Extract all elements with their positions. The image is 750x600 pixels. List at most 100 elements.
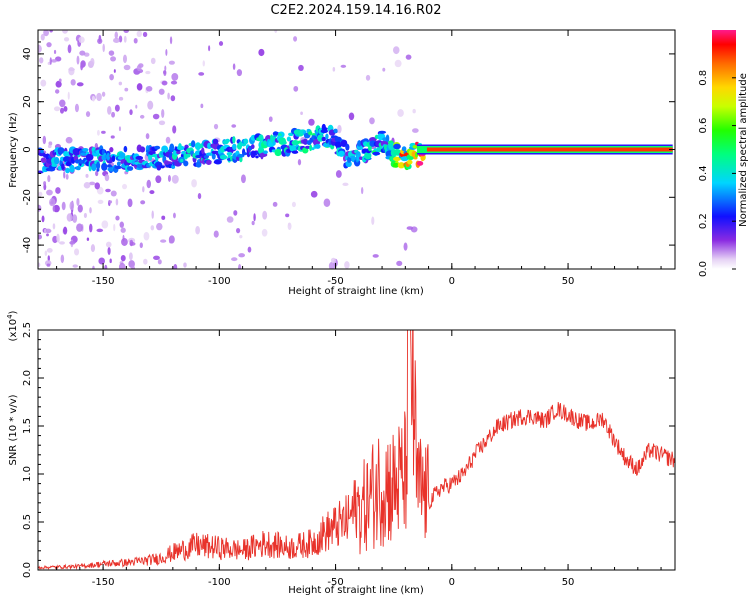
spectrogram-ridge-cell: [385, 134, 390, 143]
spectrogram-noise-cell: [251, 220, 255, 226]
spectrogram-ridge-cell: [111, 155, 116, 162]
spectrogram-noise-cell: [110, 135, 115, 139]
spectrogram-noise-cell: [382, 67, 386, 72]
snr-series-line: [38, 330, 675, 570]
spectrogram-noise-cell: [344, 261, 350, 269]
spectrogram-noise-cell: [158, 120, 166, 126]
spectrogram-noise-cell: [58, 78, 62, 83]
spectrogram-x-tick-label: -100: [208, 276, 231, 287]
spectrogram-noise-cell: [47, 175, 51, 183]
snr-y-tick-label: 2.0: [22, 370, 33, 386]
spectrogram-noise-cell: [70, 79, 76, 86]
spectrogram-ridge-cell: [289, 145, 297, 152]
spectrogram-noise-cell: [101, 130, 106, 134]
spectrogram-noise-cell: [63, 105, 68, 112]
spectrogram-noise-cell: [332, 67, 336, 72]
spectrogram-noise-cell: [158, 88, 165, 95]
spectrogram-ridge-cell: [191, 140, 196, 148]
spectrogram-noise-cell: [412, 128, 419, 133]
spectrogram-ridge-cell: [63, 150, 69, 157]
spectrogram-noise-cell: [365, 74, 371, 81]
spectrogram-noise-cell: [291, 201, 296, 208]
spectrogram-noise-cell: [122, 183, 128, 190]
spectrogram-noise-cell: [46, 233, 49, 237]
spectrogram-noise-cell: [348, 112, 355, 121]
spectrogram-ridge-cell: [212, 138, 219, 145]
spectrogram-noise-cell: [89, 223, 93, 233]
spectrogram-noise-cell: [39, 57, 44, 64]
spectrogram-noise-cell: [46, 248, 53, 253]
spectrogram-noise-cell: [56, 233, 60, 243]
spectrogram-noise-cell: [49, 57, 52, 65]
spectrogram-ridge-cell: [252, 150, 258, 156]
spectrogram-ridge-cell: [178, 143, 182, 150]
spectrogram-noise-cell: [108, 50, 115, 56]
snr-x-tick-label: -50: [327, 577, 343, 588]
spectrogram-noise-cell: [406, 226, 414, 230]
spectrogram-x-tick-label: -150: [92, 276, 115, 287]
spectrogram-noise-cell: [167, 174, 171, 182]
spectrogram-noise-cell: [113, 223, 116, 232]
spectrogram-noise-cell: [59, 241, 65, 245]
spectrogram-noise-cell: [46, 263, 51, 267]
spectrogram-noise-cell: [136, 64, 142, 72]
spectrogram-y-tick-label: 0: [22, 146, 33, 152]
spectrogram-noise-cell: [118, 96, 124, 101]
spectrogram-noise-cell: [63, 171, 66, 179]
spectrogram-ridge-cell: [282, 141, 287, 145]
spectrogram-noise-cell: [231, 124, 237, 128]
spectrogram-noise-cell: [109, 258, 112, 264]
spectrogram-noise-cell: [149, 190, 155, 195]
spectrogram-ridge-cell: [272, 131, 280, 136]
spectrogram-noise-cell: [94, 182, 100, 190]
spectrogram-noise-cell: [62, 226, 68, 235]
spectrogram-noise-cell: [371, 216, 375, 225]
spectrogram-noise-cell: [69, 240, 76, 245]
spectrogram-ridge-cell: [80, 152, 88, 156]
spectrogram-ridge-cell: [392, 162, 399, 168]
snr-y-tick-label: 2.5: [22, 322, 33, 338]
spectrogram-noise-cell: [101, 91, 106, 97]
snr-y-tick-label: 0.0: [22, 562, 33, 578]
spectrogram-noise-cell: [114, 31, 118, 39]
spectrogram-noise-cell: [62, 30, 69, 34]
spectrogram-ridge-cell: [257, 146, 265, 155]
spectrogram-ridge-cell: [321, 127, 328, 131]
spectrogram-noise-cell: [145, 85, 153, 92]
colorbar-tick-label: 0.8: [698, 70, 709, 86]
spectrogram-panel: -150 -100 -50 0 50 -40 -20 0 20 40 Height of str…: [8, 29, 676, 297]
spectrogram-ridge-cell: [308, 131, 313, 136]
spectrogram-noise-cell: [287, 222, 292, 231]
spectrogram-noise-cell: [198, 72, 205, 76]
spectrogram-noise-cell: [65, 136, 73, 144]
spectrogram-noise-cell: [161, 80, 168, 86]
spectrogram-noise-cell: [41, 215, 45, 223]
spectrogram-noise-cell: [136, 83, 143, 91]
spectrogram-noise-cell: [253, 213, 256, 222]
spectrogram-y-tick-label: 40: [22, 48, 33, 61]
spectrogram-noise-cell: [118, 262, 126, 269]
colorbar-label: Normalized spectral amplitude: [738, 73, 749, 227]
spectrogram-noise-cell: [38, 234, 43, 240]
spectrogram-ridge-cell: [116, 161, 121, 167]
spectrogram-noise-cell: [232, 63, 236, 70]
spectrogram-noise-cell: [233, 210, 238, 216]
spectrogram-noise-cell: [97, 38, 103, 44]
spectrogram-noise-cell: [43, 228, 47, 234]
spectrogram-noise-cell: [53, 49, 57, 55]
spectrogram-noise-cell: [173, 264, 178, 269]
spectrogram-noise-cell: [258, 48, 265, 57]
spectrogram-noise-cell: [161, 215, 166, 220]
spectrogram-noise-cell: [96, 228, 104, 233]
spectrogram-noise-cell: [79, 50, 86, 56]
spectrogram-noise-cell: [226, 216, 234, 223]
spectrogram-noise-cell: [342, 182, 349, 187]
spectrogram-ridge-cell: [135, 155, 144, 160]
spectrogram-noise-cell: [274, 30, 278, 34]
spectrogram-ridge-cell: [201, 147, 205, 155]
spectrogram-noise-cell: [171, 73, 179, 81]
spectrogram-noise-cell: [55, 80, 62, 88]
spectrogram-noise-cell: [183, 262, 187, 268]
spectrogram-ridge-cell: [239, 156, 243, 163]
spectrogram-ridge-cell: [185, 153, 191, 158]
